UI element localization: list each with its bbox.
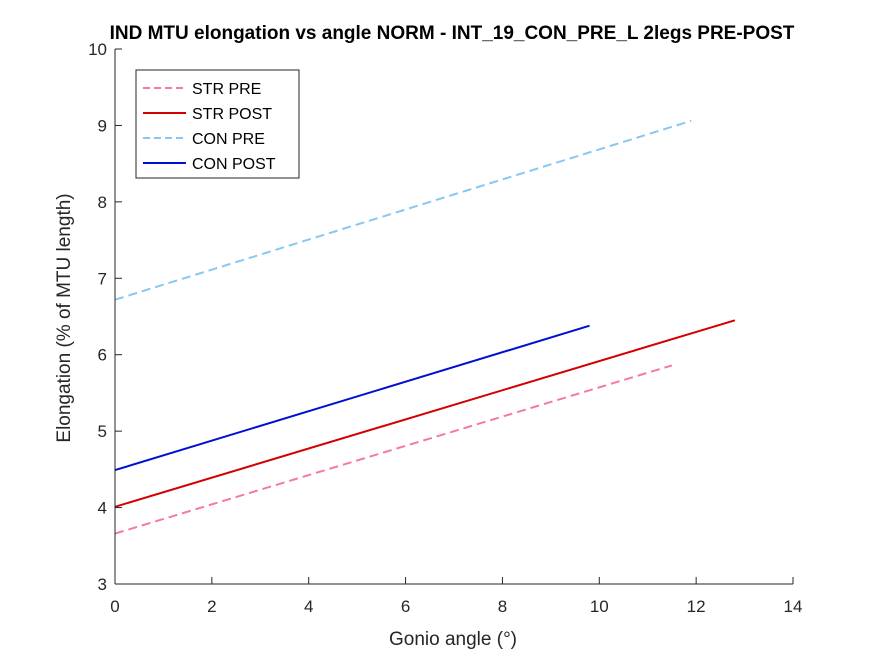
x-tick-label: 4 [304,597,313,616]
legend-label-4: CON POST [192,156,276,173]
series-line-2 [114,319,736,508]
series-line-4 [114,324,590,472]
ticks-layer: 0 2 4 6 8 10 12 14 3 4 5 6 7 8 9 10 [88,40,802,616]
x-tick-label: 10 [590,597,609,616]
x-tick-label: 12 [687,597,706,616]
x-tick-label: 2 [207,597,216,616]
legend-label-2: STR POST [192,106,272,123]
chart-title: IND MTU elongation vs angle NORM - INT_1… [110,23,795,44]
legend-box [135,69,300,179]
legend-items: STR PRE STR POST CON PRE CON POST [143,81,276,173]
x-tick-label: 14 [784,597,803,616]
y-tick-label: 6 [98,346,107,365]
y-tick-label: 8 [98,193,107,212]
y-tick-label: 4 [98,499,107,518]
x-tick-label: 8 [498,597,507,616]
y-tick-label: 10 [88,40,107,59]
x-tick-label: 0 [110,597,119,616]
legend: STR PRE STR POST CON PRE CON POST [135,69,300,179]
x-axis-label: Gonio angle (°) [389,629,517,650]
y-tick-label: 7 [98,269,107,288]
y-tick-label: 9 [98,116,107,135]
y-axis-label: Elongation (% of MTU length) [54,193,75,442]
series-line-1 [114,364,673,535]
legend-label-3: CON PRE [192,131,265,148]
legend-label-1: STR PRE [192,81,261,98]
y-tick-label: 5 [98,422,107,441]
series-layer [114,119,736,535]
y-tick-label: 3 [98,575,107,594]
x-tick-label: 6 [401,597,410,616]
series-line-3 [114,119,692,301]
axes-layer [114,49,793,585]
